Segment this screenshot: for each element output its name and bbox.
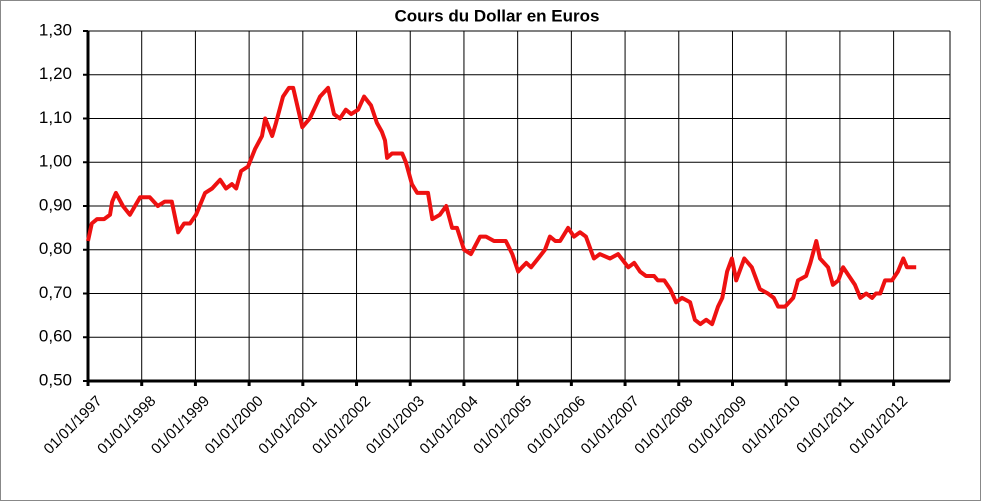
y-tick-label: 0,50	[39, 370, 72, 389]
y-tick-label: 1,20	[39, 64, 72, 83]
y-tick-label: 1,10	[39, 108, 72, 127]
line-series	[86, 85, 917, 327]
y-tick-label: 0,60	[39, 327, 72, 346]
y-tick-label: 1,00	[39, 152, 72, 171]
y-tick-label: 0,70	[39, 283, 72, 302]
chart-title: Cours du Dollar en Euros	[395, 6, 600, 25]
y-tick-label: 1,30	[39, 20, 72, 39]
y-tick-label: 0,90	[39, 195, 72, 214]
y-tick-label: 0,80	[39, 239, 72, 258]
